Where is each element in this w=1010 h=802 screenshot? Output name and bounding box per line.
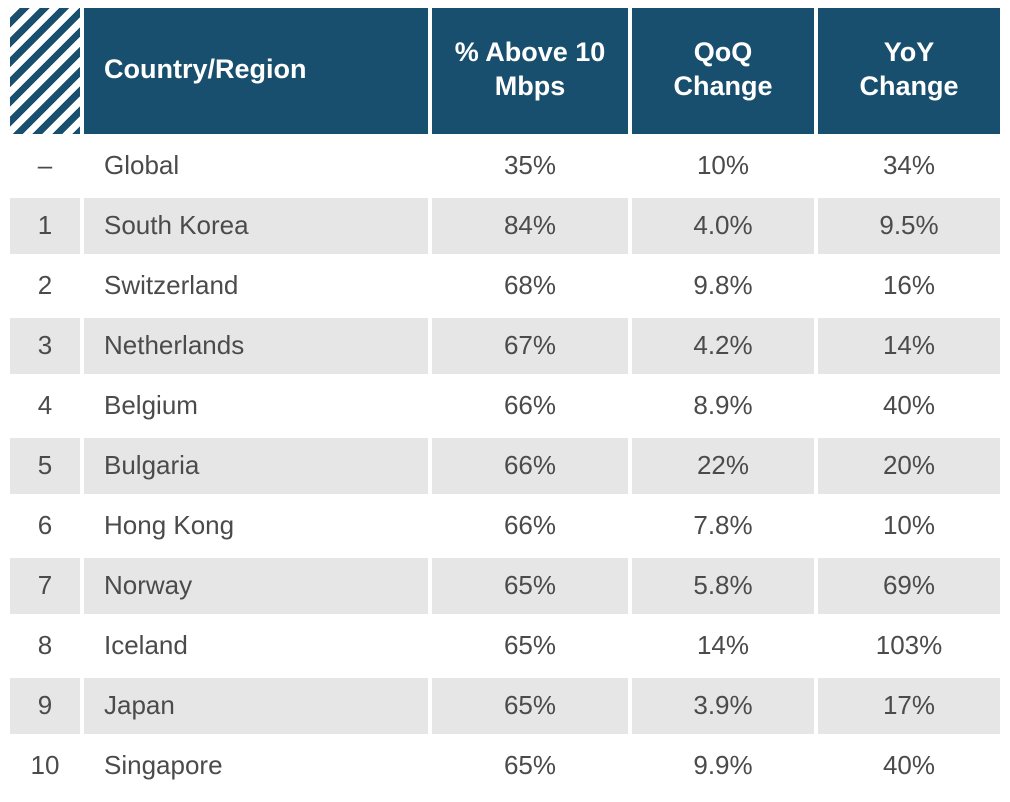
cell-rank: 4	[10, 376, 82, 436]
header-region: Country/Region	[82, 8, 430, 136]
cell-rank: 6	[10, 496, 82, 556]
cell-region: Switzerland	[82, 256, 430, 316]
cell-yoy: 40%	[816, 376, 1000, 436]
table-body: – Global 35% 10% 34% 1 South Korea 84% 4…	[10, 136, 1000, 794]
table-row: 3 Netherlands 67% 4.2% 14%	[10, 316, 1000, 376]
cell-pct: 68%	[430, 256, 630, 316]
cell-region: Singapore	[82, 736, 430, 794]
table-row: – Global 35% 10% 34%	[10, 136, 1000, 196]
header-corner-stripes	[10, 8, 82, 136]
cell-yoy: 40%	[816, 736, 1000, 794]
header-row: Country/Region % Above 10 Mbps QoQ Chang…	[10, 8, 1000, 136]
cell-pct: 66%	[430, 376, 630, 436]
cell-qoq: 10%	[630, 136, 816, 196]
speed-table: Country/Region % Above 10 Mbps QoQ Chang…	[10, 8, 1000, 794]
cell-qoq: 14%	[630, 616, 816, 676]
cell-rank: 3	[10, 316, 82, 376]
header-qoq: QoQ Change	[630, 8, 816, 136]
cell-qoq: 8.9%	[630, 376, 816, 436]
cell-qoq: 4.0%	[630, 196, 816, 256]
cell-yoy: 10%	[816, 496, 1000, 556]
cell-region: South Korea	[82, 196, 430, 256]
cell-pct: 66%	[430, 496, 630, 556]
cell-yoy: 20%	[816, 436, 1000, 496]
cell-pct: 65%	[430, 556, 630, 616]
cell-pct: 66%	[430, 436, 630, 496]
cell-qoq: 9.8%	[630, 256, 816, 316]
table-row: 2 Switzerland 68% 9.8% 16%	[10, 256, 1000, 316]
cell-pct: 67%	[430, 316, 630, 376]
cell-region: Iceland	[82, 616, 430, 676]
cell-rank: –	[10, 136, 82, 196]
cell-rank: 5	[10, 436, 82, 496]
cell-region: Belgium	[82, 376, 430, 436]
cell-pct: 65%	[430, 736, 630, 794]
cell-yoy: 103%	[816, 616, 1000, 676]
header-pct: % Above 10 Mbps	[430, 8, 630, 136]
table-row: 7 Norway 65% 5.8% 69%	[10, 556, 1000, 616]
cell-yoy: 9.5%	[816, 196, 1000, 256]
cell-region: Norway	[82, 556, 430, 616]
cell-rank: 7	[10, 556, 82, 616]
table-row: 8 Iceland 65% 14% 103%	[10, 616, 1000, 676]
table-row: 6 Hong Kong 66% 7.8% 10%	[10, 496, 1000, 556]
diagonal-stripes-icon	[10, 8, 80, 134]
cell-qoq: 9.9%	[630, 736, 816, 794]
cell-qoq: 4.2%	[630, 316, 816, 376]
cell-yoy: 14%	[816, 316, 1000, 376]
cell-region: Japan	[82, 676, 430, 736]
table-row: 9 Japan 65% 3.9% 17%	[10, 676, 1000, 736]
cell-rank: 10	[10, 736, 82, 794]
cell-region: Netherlands	[82, 316, 430, 376]
table-row: 10 Singapore 65% 9.9% 40%	[10, 736, 1000, 794]
cell-yoy: 69%	[816, 556, 1000, 616]
header-yoy: YoY Change	[816, 8, 1000, 136]
cell-pct: 65%	[430, 616, 630, 676]
cell-pct: 35%	[430, 136, 630, 196]
cell-pct: 65%	[430, 676, 630, 736]
cell-region: Global	[82, 136, 430, 196]
cell-yoy: 16%	[816, 256, 1000, 316]
table-row: 1 South Korea 84% 4.0% 9.5%	[10, 196, 1000, 256]
cell-rank: 2	[10, 256, 82, 316]
table-row: 4 Belgium 66% 8.9% 40%	[10, 376, 1000, 436]
cell-region: Bulgaria	[82, 436, 430, 496]
cell-rank: 8	[10, 616, 82, 676]
cell-qoq: 5.8%	[630, 556, 816, 616]
cell-rank: 9	[10, 676, 82, 736]
cell-yoy: 34%	[816, 136, 1000, 196]
cell-qoq: 22%	[630, 436, 816, 496]
cell-rank: 1	[10, 196, 82, 256]
table-row: 5 Bulgaria 66% 22% 20%	[10, 436, 1000, 496]
cell-yoy: 17%	[816, 676, 1000, 736]
cell-qoq: 7.8%	[630, 496, 816, 556]
cell-qoq: 3.9%	[630, 676, 816, 736]
cell-pct: 84%	[430, 196, 630, 256]
cell-region: Hong Kong	[82, 496, 430, 556]
